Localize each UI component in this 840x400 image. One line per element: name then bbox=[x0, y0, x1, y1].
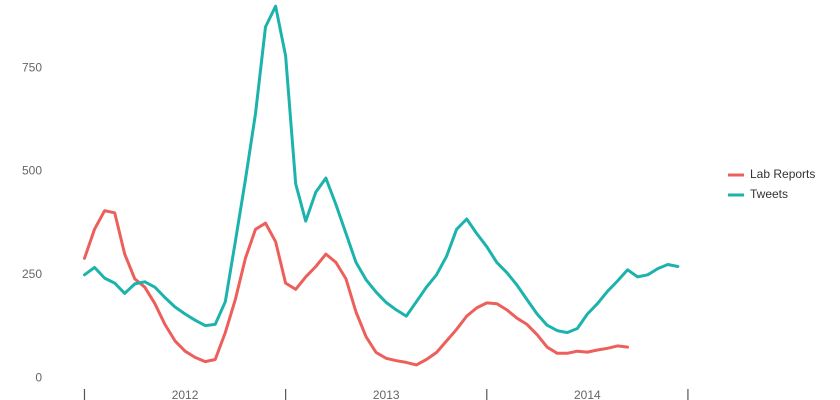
legend-label: Lab Reports bbox=[750, 167, 815, 181]
line-series bbox=[83, 209, 630, 367]
y-tick-label: 500 bbox=[22, 164, 42, 178]
y-tick-label: 750 bbox=[22, 60, 42, 74]
x-tick-label: 2013 bbox=[373, 388, 400, 400]
line-series bbox=[83, 4, 680, 335]
y-tick-label: 250 bbox=[22, 267, 42, 281]
legend-label: Tweets bbox=[750, 187, 788, 201]
y-tick-label: 0 bbox=[35, 370, 42, 384]
x-tick-label: 2014 bbox=[574, 388, 601, 400]
x-tick-label: 2012 bbox=[172, 388, 199, 400]
